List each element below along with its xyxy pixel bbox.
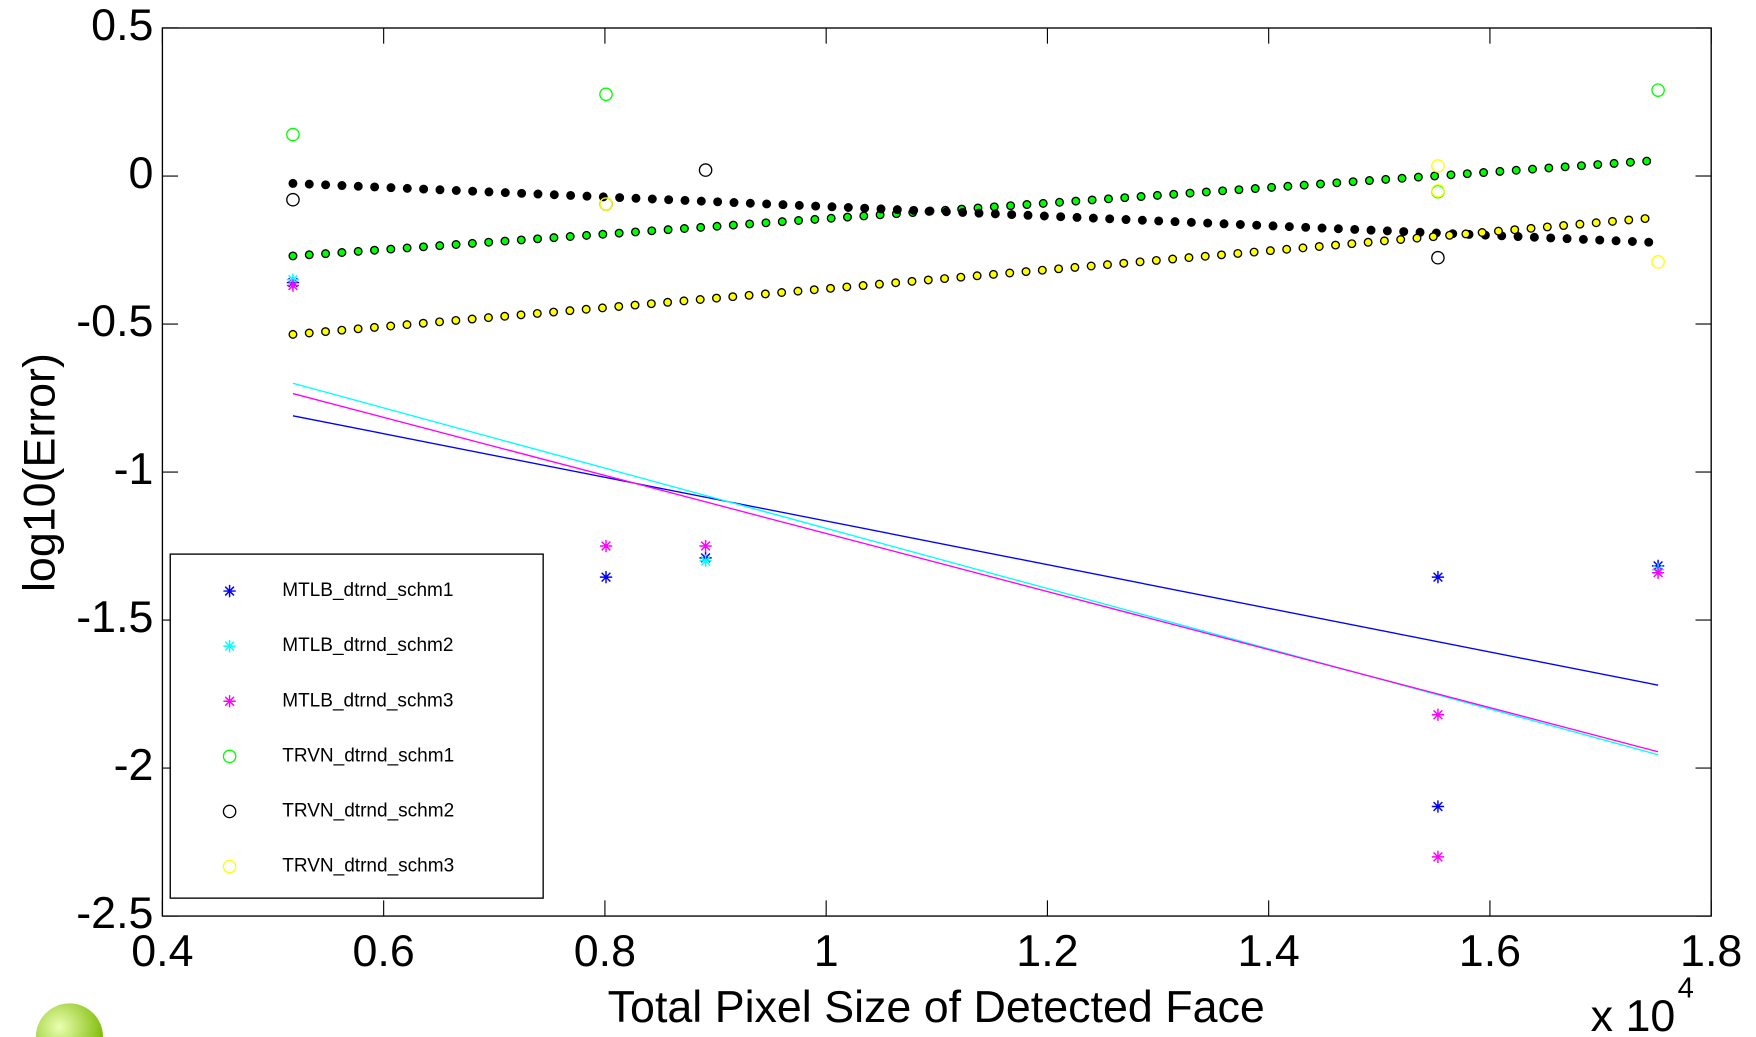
point xyxy=(1431,250,1445,265)
y-tick-label: -2.5 xyxy=(76,888,153,938)
x-tick-label: 0.8 xyxy=(574,926,636,976)
x-tick-label: 1.6 xyxy=(1459,926,1521,976)
y-tick-label: 0.5 xyxy=(91,0,153,50)
legend-label: TRVN_dtrnd_schm3 xyxy=(282,856,454,877)
point xyxy=(599,570,613,584)
point xyxy=(286,192,300,207)
y-tick-label: -1.5 xyxy=(76,592,153,642)
legend-marker xyxy=(223,695,236,708)
x-tick-label: 1.4 xyxy=(1238,926,1300,976)
point xyxy=(1651,566,1665,579)
point xyxy=(699,539,712,553)
legend-marker xyxy=(223,640,236,653)
x-tick-label: 1.2 xyxy=(1016,926,1078,976)
x-tick-label: 0.4 xyxy=(131,926,193,976)
x-tick-label: 0.6 xyxy=(353,926,415,976)
point xyxy=(1431,159,1445,173)
legend-marker xyxy=(222,749,237,764)
point xyxy=(599,539,613,553)
point xyxy=(599,197,613,211)
legend-marker xyxy=(223,584,236,598)
fit-line xyxy=(292,392,1659,753)
decoration xyxy=(35,1003,104,1037)
x-multiplier: x 10 xyxy=(1591,991,1676,1037)
x-axis-label: Total Pixel Size of Detected Face xyxy=(608,982,1265,1032)
legend-marker xyxy=(222,859,237,874)
point xyxy=(286,127,300,142)
legend-label: MTLB_dtrnd_schm2 xyxy=(282,635,453,656)
legend-label: TRVN_dtrnd_schm1 xyxy=(282,745,454,766)
point xyxy=(698,163,713,177)
point xyxy=(1431,800,1445,813)
fit-line xyxy=(289,214,1662,338)
fit-line xyxy=(292,415,1659,686)
y-tick-label: -0.5 xyxy=(76,296,153,346)
point xyxy=(599,87,613,102)
fit-line xyxy=(289,180,1662,246)
legend-label: TRVN_dtrnd_schm2 xyxy=(282,800,454,821)
y-tick-label: 0 xyxy=(129,148,154,198)
point xyxy=(699,554,712,567)
point xyxy=(1431,570,1445,584)
y-axis-label: log10(Error) xyxy=(14,353,64,592)
x-tick-label: 1 xyxy=(814,926,839,976)
legend: MTLB_dtrnd_schm1 MTLB_dtrnd_schm2 MTLB_dtr… xyxy=(169,553,544,899)
point xyxy=(1651,83,1665,97)
legend-label: MTLB_dtrnd_schm3 xyxy=(282,690,453,711)
point xyxy=(1431,850,1445,864)
fit-line xyxy=(292,382,1659,756)
y-tick-label: -2 xyxy=(114,740,154,790)
point xyxy=(1431,183,1445,198)
x-tick-label: 1.8 xyxy=(1680,926,1742,976)
legend-box xyxy=(169,553,544,899)
point xyxy=(1651,255,1665,269)
x-multiplier-exponent: 4 xyxy=(1678,973,1694,1005)
y-tick-label: -1 xyxy=(114,444,154,494)
point xyxy=(286,279,300,292)
legend-marker xyxy=(222,804,237,819)
legend-label: MTLB_dtrnd_schm1 xyxy=(282,580,453,601)
point xyxy=(1431,708,1445,721)
fit-line xyxy=(289,157,1662,260)
